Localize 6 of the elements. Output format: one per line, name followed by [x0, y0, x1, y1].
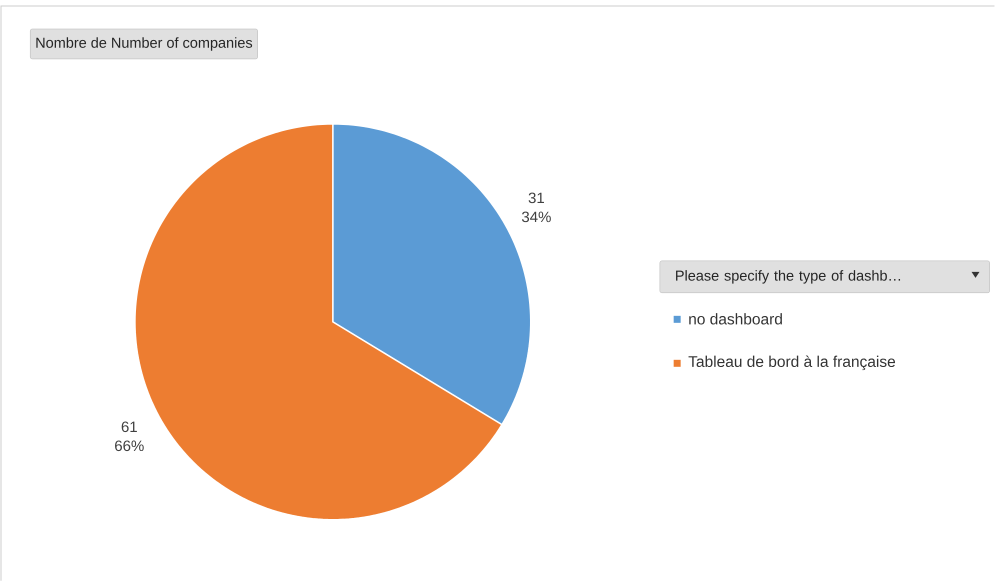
legend-title: Please specify the type of dashb… — [676, 270, 900, 284]
legend-label: Tableau de bord à la française — [688, 355, 896, 370]
chart-title: Nombre de Number of companies — [36, 37, 252, 51]
legend-label: no dashboard — [689, 313, 782, 324]
data-label: 61 66% — [115, 421, 144, 451]
data-label: 31 34% — [522, 192, 551, 222]
